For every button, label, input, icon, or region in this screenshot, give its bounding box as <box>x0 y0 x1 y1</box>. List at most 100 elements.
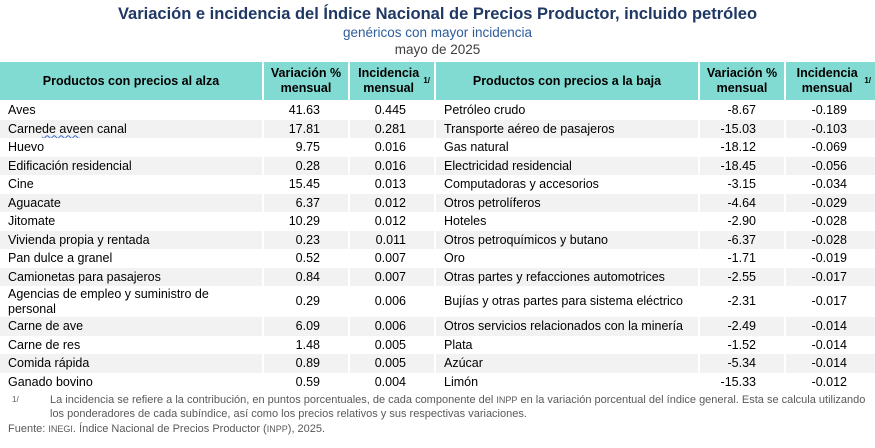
incidencia-baja-value: -0.056 <box>786 156 875 175</box>
incidencia-baja-value: -0.103 <box>786 119 875 138</box>
variacion-alza-value: 0.59 <box>264 372 348 391</box>
variacion-baja-value: -4.64 <box>700 193 784 212</box>
table-row: Cine 15.45 0.013 Computadoras y accesorios -… <box>0 175 875 194</box>
product-baja-name: Electricidad residencial <box>436 156 698 175</box>
incidencia-baja-value: -0.029 <box>786 193 875 212</box>
table-row: Carne de ave 6.09 0.006 Otros servicios rel… <box>0 317 875 336</box>
incidencia-baja-value: -0.028 <box>786 230 875 249</box>
table-row: Vivienda propia y rentada 0.23 0.011 Otros … <box>0 230 875 249</box>
source-line: Fuente: INEGI. Índice Nacional de Precio… <box>8 423 326 435</box>
table-row: Comida rápida 0.89 0.005 Azúcar -5.34 -0.014 <box>0 354 875 373</box>
table-row: Aves 41.63 0.445 Petróleo crudo -8.67 -0.189 <box>0 101 875 120</box>
header-variacion-alza: Variación % mensual <box>264 62 348 100</box>
variacion-baja-value: -15.03 <box>700 119 784 138</box>
variacion-baja-value: -2.49 <box>700 317 784 336</box>
period-label: mayo de 2025 <box>394 42 481 57</box>
table-row: Agencias de empleo y suministro de perso… <box>0 286 875 317</box>
incidencia-baja-value: -0.028 <box>786 212 875 231</box>
variacion-alza-value: 0.29 <box>264 286 348 317</box>
header-incidencia-alza-label: Incidencia mensual <box>358 66 420 95</box>
product-alza-name: Vivienda propia y rentada <box>0 230 262 249</box>
incidencia-baja-value: -0.014 <box>786 335 875 354</box>
incidencia-baja-value: -0.189 <box>786 101 875 120</box>
footnote-text: La incidencia se refiere a la contribuci… <box>50 394 866 420</box>
variacion-alza-value: 6.09 <box>264 317 348 336</box>
variacion-baja-value: -5.34 <box>700 354 784 373</box>
table-header-row: Productos con precios al alza Variación … <box>0 62 875 100</box>
header-incidencia-baja-label: Incidencia mensual <box>796 66 858 95</box>
variacion-baja-value: -2.31 <box>700 286 784 317</box>
variacion-baja-value: -2.90 <box>700 212 784 231</box>
header-incidencia-baja: Incidencia mensual 1/ <box>786 62 875 100</box>
product-baja-name: Limón <box>436 372 698 391</box>
variacion-alza-value: 6.37 <box>264 193 348 212</box>
table-row: Carne de ave en canal 17.81 0.281 Transport… <box>0 119 875 138</box>
product-alza-name: Jitomate <box>0 212 262 231</box>
variacion-alza-value: 0.52 <box>264 249 348 268</box>
product-baja-name: Transporte aéreo de pasajeros <box>436 119 698 138</box>
incidencia-baja-value: -0.012 <box>786 372 875 391</box>
incidencia-baja-value: -0.019 <box>786 249 875 268</box>
incidencia-alza-value: 0.013 <box>350 175 434 194</box>
product-alza-name: Carne de res <box>0 335 262 354</box>
incidencia-baja-value: -0.014 <box>786 354 875 373</box>
header-variacion-baja: Variación % mensual <box>700 62 784 100</box>
product-baja-name: Otros petroquímicos y butano <box>436 230 698 249</box>
table-row: Edificación residencial 0.28 0.016 Electric… <box>0 156 875 175</box>
incidencia-alza-value: 0.006 <box>350 286 434 317</box>
incidencia-alza-value: 0.005 <box>350 354 434 373</box>
variacion-alza-value: 9.75 <box>264 138 348 157</box>
product-alza-name: Ganado bovino <box>0 372 262 391</box>
variacion-baja-value: -3.15 <box>700 175 784 194</box>
table-row: Pan dulce a granel 0.52 0.007 Oro -1.71 -0.01… <box>0 249 875 268</box>
table-row: Huevo 9.75 0.016 Gas natural -18.12 -0.069 <box>0 138 875 157</box>
table-row: Jitomate 10.29 0.012 Hoteles -2.90 -0.028 <box>0 212 875 231</box>
header-productos-alza: Productos con precios al alza <box>0 62 262 100</box>
header-incidencia-alza: Incidencia mensual 1/ <box>350 62 434 100</box>
incidencia-alza-value: 0.007 <box>350 267 434 286</box>
variacion-alza-value: 41.63 <box>264 101 348 120</box>
variacion-alza-value: 10.29 <box>264 212 348 231</box>
variacion-alza-value: 0.84 <box>264 267 348 286</box>
incidencia-alza-value: 0.445 <box>350 101 434 120</box>
page-subtitle: genéricos con mayor incidencia <box>342 25 533 40</box>
product-baja-name: Otras partes y refacciones automotrices <box>436 267 698 286</box>
incidencia-alza-value: 0.012 <box>350 193 434 212</box>
incidencia-alza-value: 0.281 <box>350 119 434 138</box>
incidencia-alza-value: 0.016 <box>350 138 434 157</box>
product-baja-name: Gas natural <box>436 138 698 157</box>
product-baja-name: Petróleo crudo <box>436 101 698 120</box>
spellcheck-squiggle: de ave <box>42 121 80 136</box>
product-alza-name: Carne de ave en canal <box>0 119 262 138</box>
product-alza-name: Agencias de empleo y suministro de perso… <box>0 286 262 317</box>
header-productos-baja: Productos con precios a la baja <box>436 62 698 100</box>
product-alza-name: Pan dulce a granel <box>0 249 262 268</box>
variacion-alza-value: 1.48 <box>264 335 348 354</box>
product-alza-name: Carne de ave <box>0 317 262 336</box>
incidencia-baja-value: -0.069 <box>786 138 875 157</box>
product-alza-name: Edificación residencial <box>0 156 262 175</box>
table-row: Ganado bovino 0.59 0.004 Limón -15.33 -0.012 <box>0 372 875 391</box>
variacion-baja-value: -6.37 <box>700 230 784 249</box>
table-body: Aves 41.63 0.445 Petróleo crudo -8.67 -0.189 C… <box>0 101 875 391</box>
incidencia-alza-value: 0.011 <box>350 230 434 249</box>
variacion-baja-value: -8.67 <box>700 101 784 120</box>
product-alza-name: Huevo <box>0 138 262 157</box>
table-row: Carne de res 1.48 0.005 Plata -1.52 -0.014 <box>0 335 875 354</box>
incidencia-alza-value: 0.007 <box>350 249 434 268</box>
variacion-alza-value: 17.81 <box>264 119 348 138</box>
incidencia-alza-value: 0.016 <box>350 156 434 175</box>
product-baja-name: Bujías y otras partes para sistema eléct… <box>436 286 698 317</box>
page-title: Variación e incidencia del Índice Nacion… <box>117 5 758 23</box>
incidencia-alza-value: 0.012 <box>350 212 434 231</box>
product-alza-name: Cine <box>0 175 262 194</box>
variacion-alza-value: 15.45 <box>264 175 348 194</box>
variacion-alza-value: 0.89 <box>264 354 348 373</box>
product-baja-name: Computadoras y accesorios <box>436 175 698 194</box>
incidencia-baja-value: -0.034 <box>786 175 875 194</box>
product-baja-name: Hoteles <box>436 212 698 231</box>
incidencia-baja-value: -0.014 <box>786 317 875 336</box>
variacion-alza-value: 0.28 <box>264 156 348 175</box>
table-row: Aguacate 6.37 0.012 Otros petrolíferos -4.64… <box>0 193 875 212</box>
